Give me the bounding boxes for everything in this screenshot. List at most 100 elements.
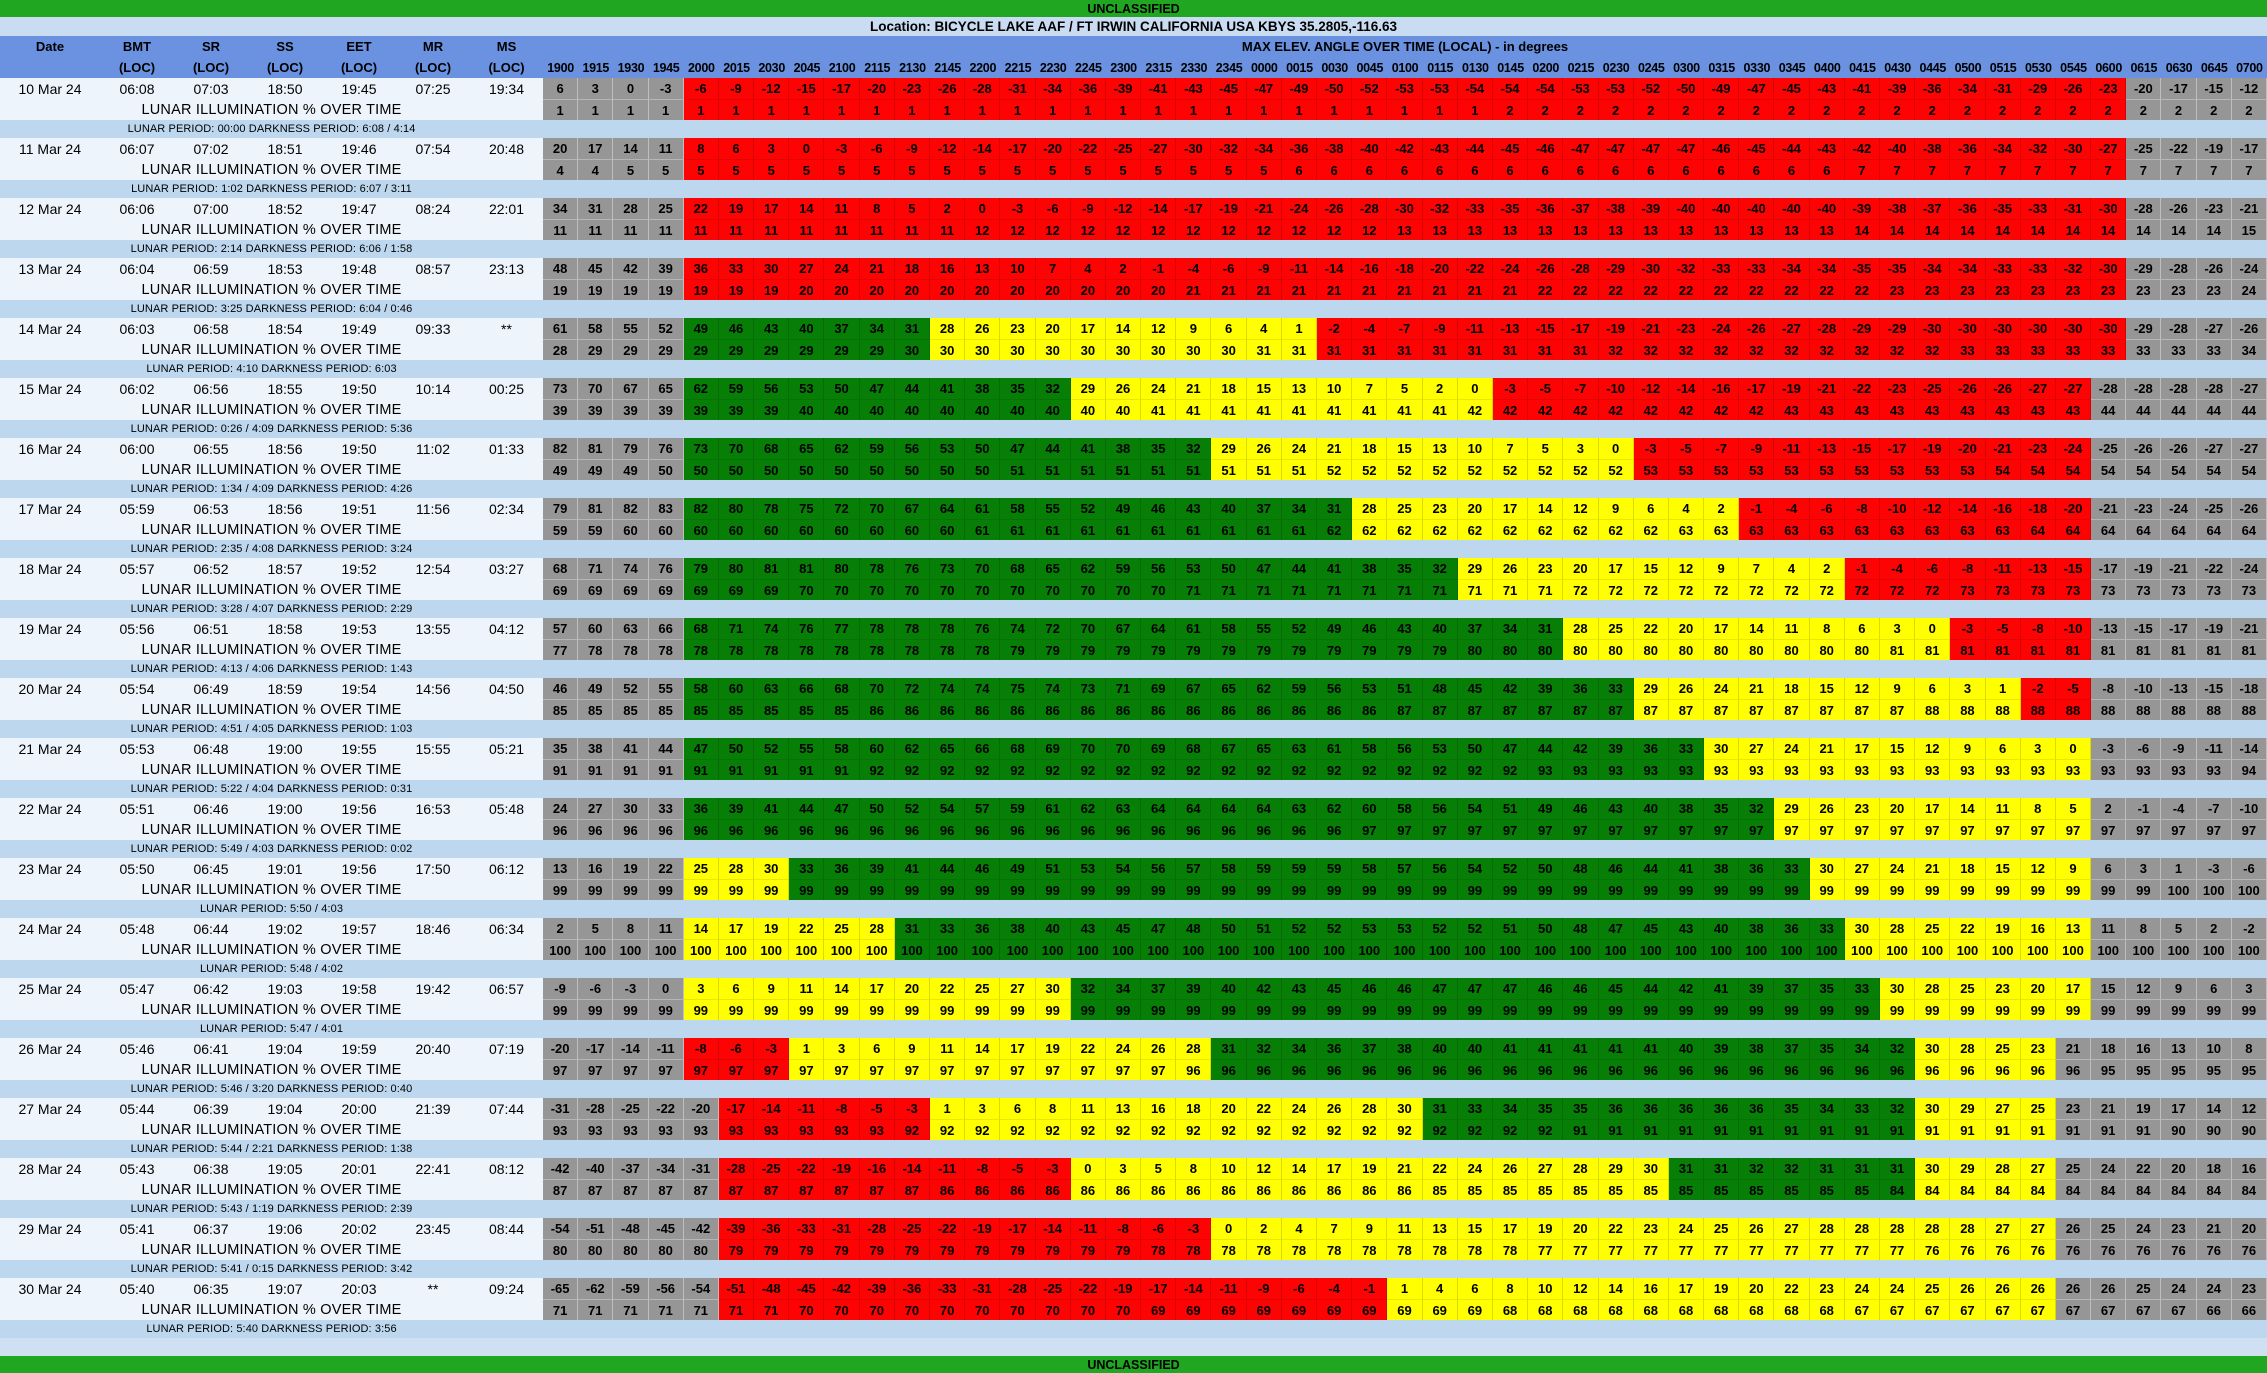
illumination-row: LUNAR ILLUMINATION % OVER TIME 39 39 39 39 39… — [0, 399, 2267, 420]
illum-cell: 96 — [930, 819, 966, 840]
time-column-header-2030: 2030 — [758, 60, 785, 75]
max-elev-cell: -19 — [1211, 198, 1247, 219]
illum-cell: 92 — [930, 1119, 966, 1140]
illum-cell: 12 — [1176, 219, 1212, 240]
illum-cell: 91 — [648, 759, 684, 780]
max-elev-cell: 28 — [1352, 498, 1388, 519]
illum-cell: 20 — [1070, 279, 1106, 300]
max-elev-cell: 35 — [1809, 978, 1845, 999]
max-elev-cell: 40 — [1422, 1038, 1458, 1059]
illum-cell: 2 — [1915, 99, 1951, 120]
illum-cell: 88 — [2091, 699, 2127, 720]
max-elev-cell: -21 — [1985, 438, 2021, 459]
illum-cell: 66 — [2196, 1299, 2232, 1320]
max-elev-cell: 12 — [2126, 978, 2162, 999]
max-elev-cell: -6 — [1809, 498, 1845, 519]
bmt-cell: 05:44 — [100, 1098, 174, 1119]
illum-cell: 7 — [2126, 159, 2162, 180]
illum-cell: 14 — [2126, 219, 2162, 240]
date-row: 19 Mar 24 05:56 06:51 18:58 19:53 13:55 04:12 5… — [0, 618, 2267, 639]
bmt-cell: 05:47 — [100, 978, 174, 999]
illum-cell: 77 — [1844, 1239, 1880, 1260]
max-elev-cell: 61 — [965, 498, 1001, 519]
illum-cell: 99 — [613, 879, 649, 900]
time-column-header-2315: 2315 — [1145, 60, 1172, 75]
illum-cell: 23 — [1950, 279, 1986, 300]
max-elev-cell: -19 — [1915, 438, 1951, 459]
illum-cell: 95 — [2196, 1059, 2232, 1080]
illum-cell: 76 — [2126, 1239, 2162, 1260]
max-elev-cell: -54 — [1457, 78, 1493, 99]
max-elev-cell: -42 — [824, 1278, 860, 1299]
illum-cell: 5 — [894, 159, 931, 180]
illum-cell: 19 — [648, 279, 684, 300]
location-bar: Location: BICYCLE LAKE AAF / FT IRWIN CA… — [0, 17, 2267, 36]
illum-cell: 91 — [683, 759, 719, 780]
max-elev-cell: 26 — [2055, 1278, 2092, 1299]
max-elev-cell: 9 — [894, 1038, 931, 1059]
illumination-row-label: LUNAR ILLUMINATION % OVER TIME — [0, 99, 543, 120]
max-elev-cell: 39 — [1704, 1038, 1740, 1059]
max-elev-cell: 7 — [1492, 438, 1529, 459]
illum-cell: 96 — [1246, 1059, 1282, 1080]
illum-cell: 92 — [1105, 1119, 1142, 1140]
illum-cell: 87 — [718, 1179, 755, 1200]
max-elev-cell: 64 — [1211, 798, 1247, 819]
illum-cell: 79 — [1000, 639, 1036, 660]
illum-cell: 5 — [613, 159, 649, 180]
max-elev-cell: -13 — [2020, 558, 2056, 579]
illum-cell: 61 — [1035, 519, 1071, 540]
lunar-period-row: LUNAR PERIOD: 2:35 / 4:08 DARKNESS PERIO… — [0, 540, 2267, 558]
max-elev-cell: -24 — [2231, 558, 2267, 579]
illum-cell: 99 — [1035, 999, 1071, 1020]
illum-cell: 1 — [1246, 99, 1282, 120]
illum-cell: 91 — [1950, 1119, 1986, 1140]
max-elev-cell: 33 — [1774, 858, 1810, 879]
max-elev-cell: 10 — [1317, 378, 1353, 399]
illum-cell: 6 — [1422, 159, 1458, 180]
illum-cell: 71 — [543, 1299, 579, 1320]
time-column-header-0200: 0200 — [1532, 60, 1560, 75]
max-elev-cell: 6 — [859, 1038, 895, 1059]
illum-cell: 7 — [2055, 159, 2092, 180]
max-elev-cell: 8 — [613, 918, 649, 939]
max-elev-cell: 27 — [2020, 1218, 2056, 1239]
illum-cell: 21 — [1281, 279, 1318, 300]
illum-cell: 92 — [965, 1119, 1001, 1140]
illum-cell: 22 — [1844, 279, 1880, 300]
max-elev-cell: -12 — [930, 138, 966, 159]
illum-cell: 69 — [578, 579, 614, 600]
max-elev-cell: 34 — [1105, 978, 1142, 999]
illum-cell: 87 — [1633, 699, 1669, 720]
max-elev-cell: -17 — [824, 78, 860, 99]
illum-cell: 39 — [543, 399, 579, 420]
max-elev-cell: 21 — [1809, 738, 1845, 759]
illum-cell: 91 — [718, 759, 755, 780]
illum-cell: 86 — [1317, 1179, 1353, 1200]
eet-cell: 19:46 — [322, 138, 396, 159]
illum-cell: 85 — [613, 699, 649, 720]
ms-cell: ** — [470, 318, 543, 339]
max-elev-cell: -14 — [1176, 1278, 1212, 1299]
illum-cell: 96 — [1211, 819, 1247, 840]
max-elev-cell: -4 — [1352, 318, 1388, 339]
illum-cell: 67 — [1879, 1299, 1916, 1320]
max-elev-cell: -40 — [1879, 138, 1916, 159]
max-elev-cell: 68 — [1000, 738, 1036, 759]
max-elev-cell: 31 — [1809, 1158, 1845, 1179]
illum-cell: 12 — [1281, 219, 1318, 240]
max-elev-cell: 4 — [1774, 558, 1810, 579]
max-elev-cell: -19 — [965, 1218, 1001, 1239]
illum-cell: 85 — [1774, 1179, 1810, 1200]
illum-cell: 99 — [1633, 879, 1669, 900]
illum-cell: 96 — [1035, 819, 1071, 840]
max-elev-cell: 14 — [1105, 318, 1142, 339]
illum-cell: 96 — [1422, 1059, 1458, 1080]
max-elev-cell: 22 — [1246, 1098, 1282, 1119]
max-elev-cell: -29 — [1598, 258, 1634, 279]
illum-cell: 87 — [578, 1179, 614, 1200]
illum-cell: 77 — [1598, 1239, 1634, 1260]
max-elev-cell: 3 — [578, 78, 614, 99]
max-elev-cell: 36 — [1598, 1098, 1634, 1119]
max-elev-cell: -33 — [2020, 258, 2056, 279]
